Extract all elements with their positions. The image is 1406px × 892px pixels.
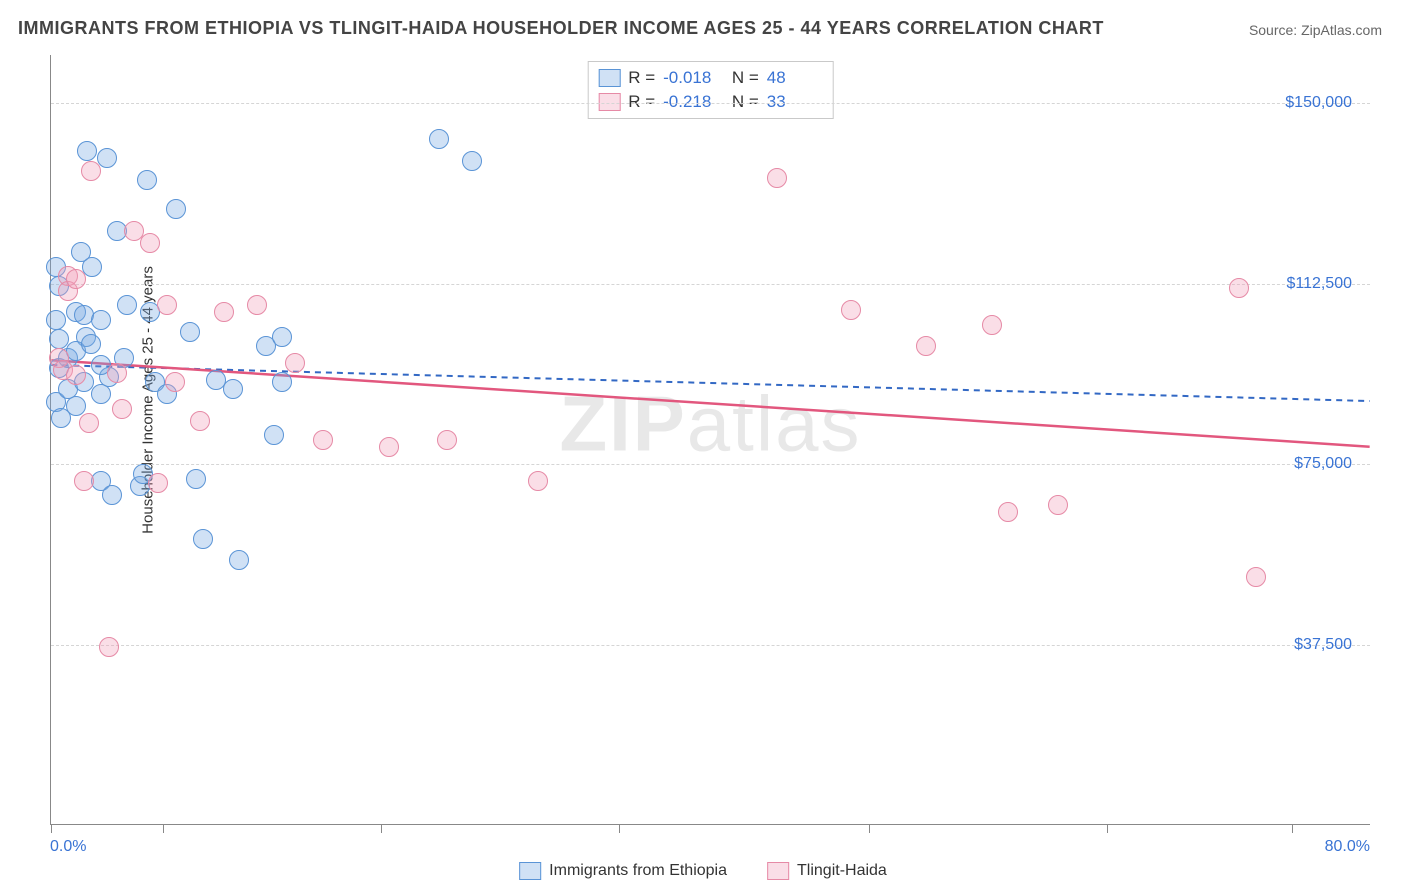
- watermark-text: ZIPatlas: [559, 379, 861, 470]
- scatter-point-ethiopia: [264, 425, 284, 445]
- legend-label: Immigrants from Ethiopia: [549, 862, 727, 880]
- correlation-stats-box: R = -0.018 N = 48 R = -0.218 N = 33: [587, 61, 834, 119]
- y-tick-label: $37,500: [1294, 636, 1352, 654]
- scatter-point-tlingit: [998, 502, 1018, 522]
- bottom-legend: Immigrants from Ethiopia Tlingit-Haida: [519, 862, 887, 880]
- scatter-point-ethiopia: [186, 469, 206, 489]
- scatter-point-ethiopia: [462, 151, 482, 171]
- gridline: [51, 103, 1370, 104]
- scatter-point-tlingit: [140, 233, 160, 253]
- x-tick: [51, 824, 52, 833]
- legend-label: Tlingit-Haida: [797, 862, 887, 880]
- x-tick: [869, 824, 870, 833]
- trend-line-ethiopia: [51, 365, 1369, 401]
- scatter-point-tlingit: [841, 300, 861, 320]
- swatch-tlingit: [598, 93, 620, 111]
- stat-r-label: R =: [628, 68, 655, 88]
- chart-plot-area: ZIPatlas R =-0.018 N =48R =-0.218 N =33 …: [50, 55, 1370, 825]
- x-axis-max-label: 80.0%: [1325, 838, 1370, 856]
- scatter-point-ethiopia: [166, 199, 186, 219]
- x-tick: [1107, 824, 1108, 833]
- scatter-point-tlingit: [285, 353, 305, 373]
- legend-swatch-ethiopia: [519, 862, 541, 880]
- gridline: [51, 645, 1370, 646]
- trend-lines-layer: [51, 55, 1370, 824]
- legend-item-tlingit: Tlingit-Haida: [767, 862, 887, 880]
- scatter-point-ethiopia: [272, 327, 292, 347]
- scatter-point-tlingit: [982, 315, 1002, 335]
- scatter-point-tlingit: [214, 302, 234, 322]
- scatter-point-ethiopia: [77, 141, 97, 161]
- scatter-point-tlingit: [66, 269, 86, 289]
- stat-r-value: -0.018: [663, 68, 719, 88]
- scatter-point-ethiopia: [97, 148, 117, 168]
- x-tick: [381, 824, 382, 833]
- scatter-point-ethiopia: [66, 396, 86, 416]
- source-label: Source: ZipAtlas.com: [1249, 22, 1382, 38]
- trend-line-tlingit: [51, 360, 1369, 447]
- scatter-point-tlingit: [79, 413, 99, 433]
- stat-n-label: N =: [727, 68, 759, 88]
- scatter-point-ethiopia: [117, 295, 137, 315]
- stat-n-label: N =: [727, 92, 759, 112]
- scatter-point-tlingit: [66, 365, 86, 385]
- scatter-point-ethiopia: [137, 170, 157, 190]
- gridline: [51, 464, 1370, 465]
- stats-row-ethiopia: R = -0.018 N = 48: [598, 66, 823, 90]
- scatter-point-tlingit: [99, 637, 119, 657]
- page-title: IMMIGRANTS FROM ETHIOPIA VS TLINGIT-HAID…: [18, 18, 1104, 39]
- swatch-ethiopia: [598, 69, 620, 87]
- scatter-point-tlingit: [313, 430, 333, 450]
- scatter-point-ethiopia: [272, 372, 292, 392]
- scatter-point-ethiopia: [193, 529, 213, 549]
- scatter-point-tlingit: [190, 411, 210, 431]
- y-tick-label: $112,500: [1286, 275, 1352, 293]
- y-tick-label: $150,000: [1285, 94, 1352, 112]
- x-axis-min-label: 0.0%: [50, 838, 86, 856]
- scatter-point-tlingit: [165, 372, 185, 392]
- scatter-point-tlingit: [1229, 278, 1249, 298]
- scatter-point-ethiopia: [102, 485, 122, 505]
- gridline: [51, 284, 1370, 285]
- scatter-point-tlingit: [81, 161, 101, 181]
- scatter-point-ethiopia: [429, 129, 449, 149]
- scatter-point-tlingit: [148, 473, 168, 493]
- y-tick-label: $75,000: [1294, 455, 1352, 473]
- scatter-point-ethiopia: [46, 310, 66, 330]
- scatter-point-tlingit: [916, 336, 936, 356]
- stat-r-value: -0.218: [663, 92, 719, 112]
- scatter-point-tlingit: [437, 430, 457, 450]
- stat-n-value: 48: [767, 68, 823, 88]
- scatter-point-tlingit: [1048, 495, 1068, 515]
- scatter-point-tlingit: [247, 295, 267, 315]
- scatter-point-tlingit: [379, 437, 399, 457]
- scatter-point-ethiopia: [180, 322, 200, 342]
- x-tick: [619, 824, 620, 833]
- scatter-point-ethiopia: [82, 257, 102, 277]
- scatter-point-ethiopia: [229, 550, 249, 570]
- legend-swatch-tlingit: [767, 862, 789, 880]
- stats-row-tlingit: R = -0.218 N = 33: [598, 90, 823, 114]
- x-tick: [1292, 824, 1293, 833]
- scatter-point-tlingit: [157, 295, 177, 315]
- stat-r-label: R =: [628, 92, 655, 112]
- scatter-point-ethiopia: [81, 334, 101, 354]
- scatter-point-tlingit: [74, 471, 94, 491]
- scatter-point-ethiopia: [223, 379, 243, 399]
- scatter-point-ethiopia: [91, 384, 111, 404]
- stat-n-value: 33: [767, 92, 823, 112]
- scatter-point-ethiopia: [91, 310, 111, 330]
- x-tick: [163, 824, 164, 833]
- legend-item-ethiopia: Immigrants from Ethiopia: [519, 862, 727, 880]
- scatter-point-tlingit: [1246, 567, 1266, 587]
- scatter-point-tlingit: [107, 363, 127, 383]
- scatter-point-tlingit: [112, 399, 132, 419]
- scatter-point-tlingit: [767, 168, 787, 188]
- scatter-point-tlingit: [528, 471, 548, 491]
